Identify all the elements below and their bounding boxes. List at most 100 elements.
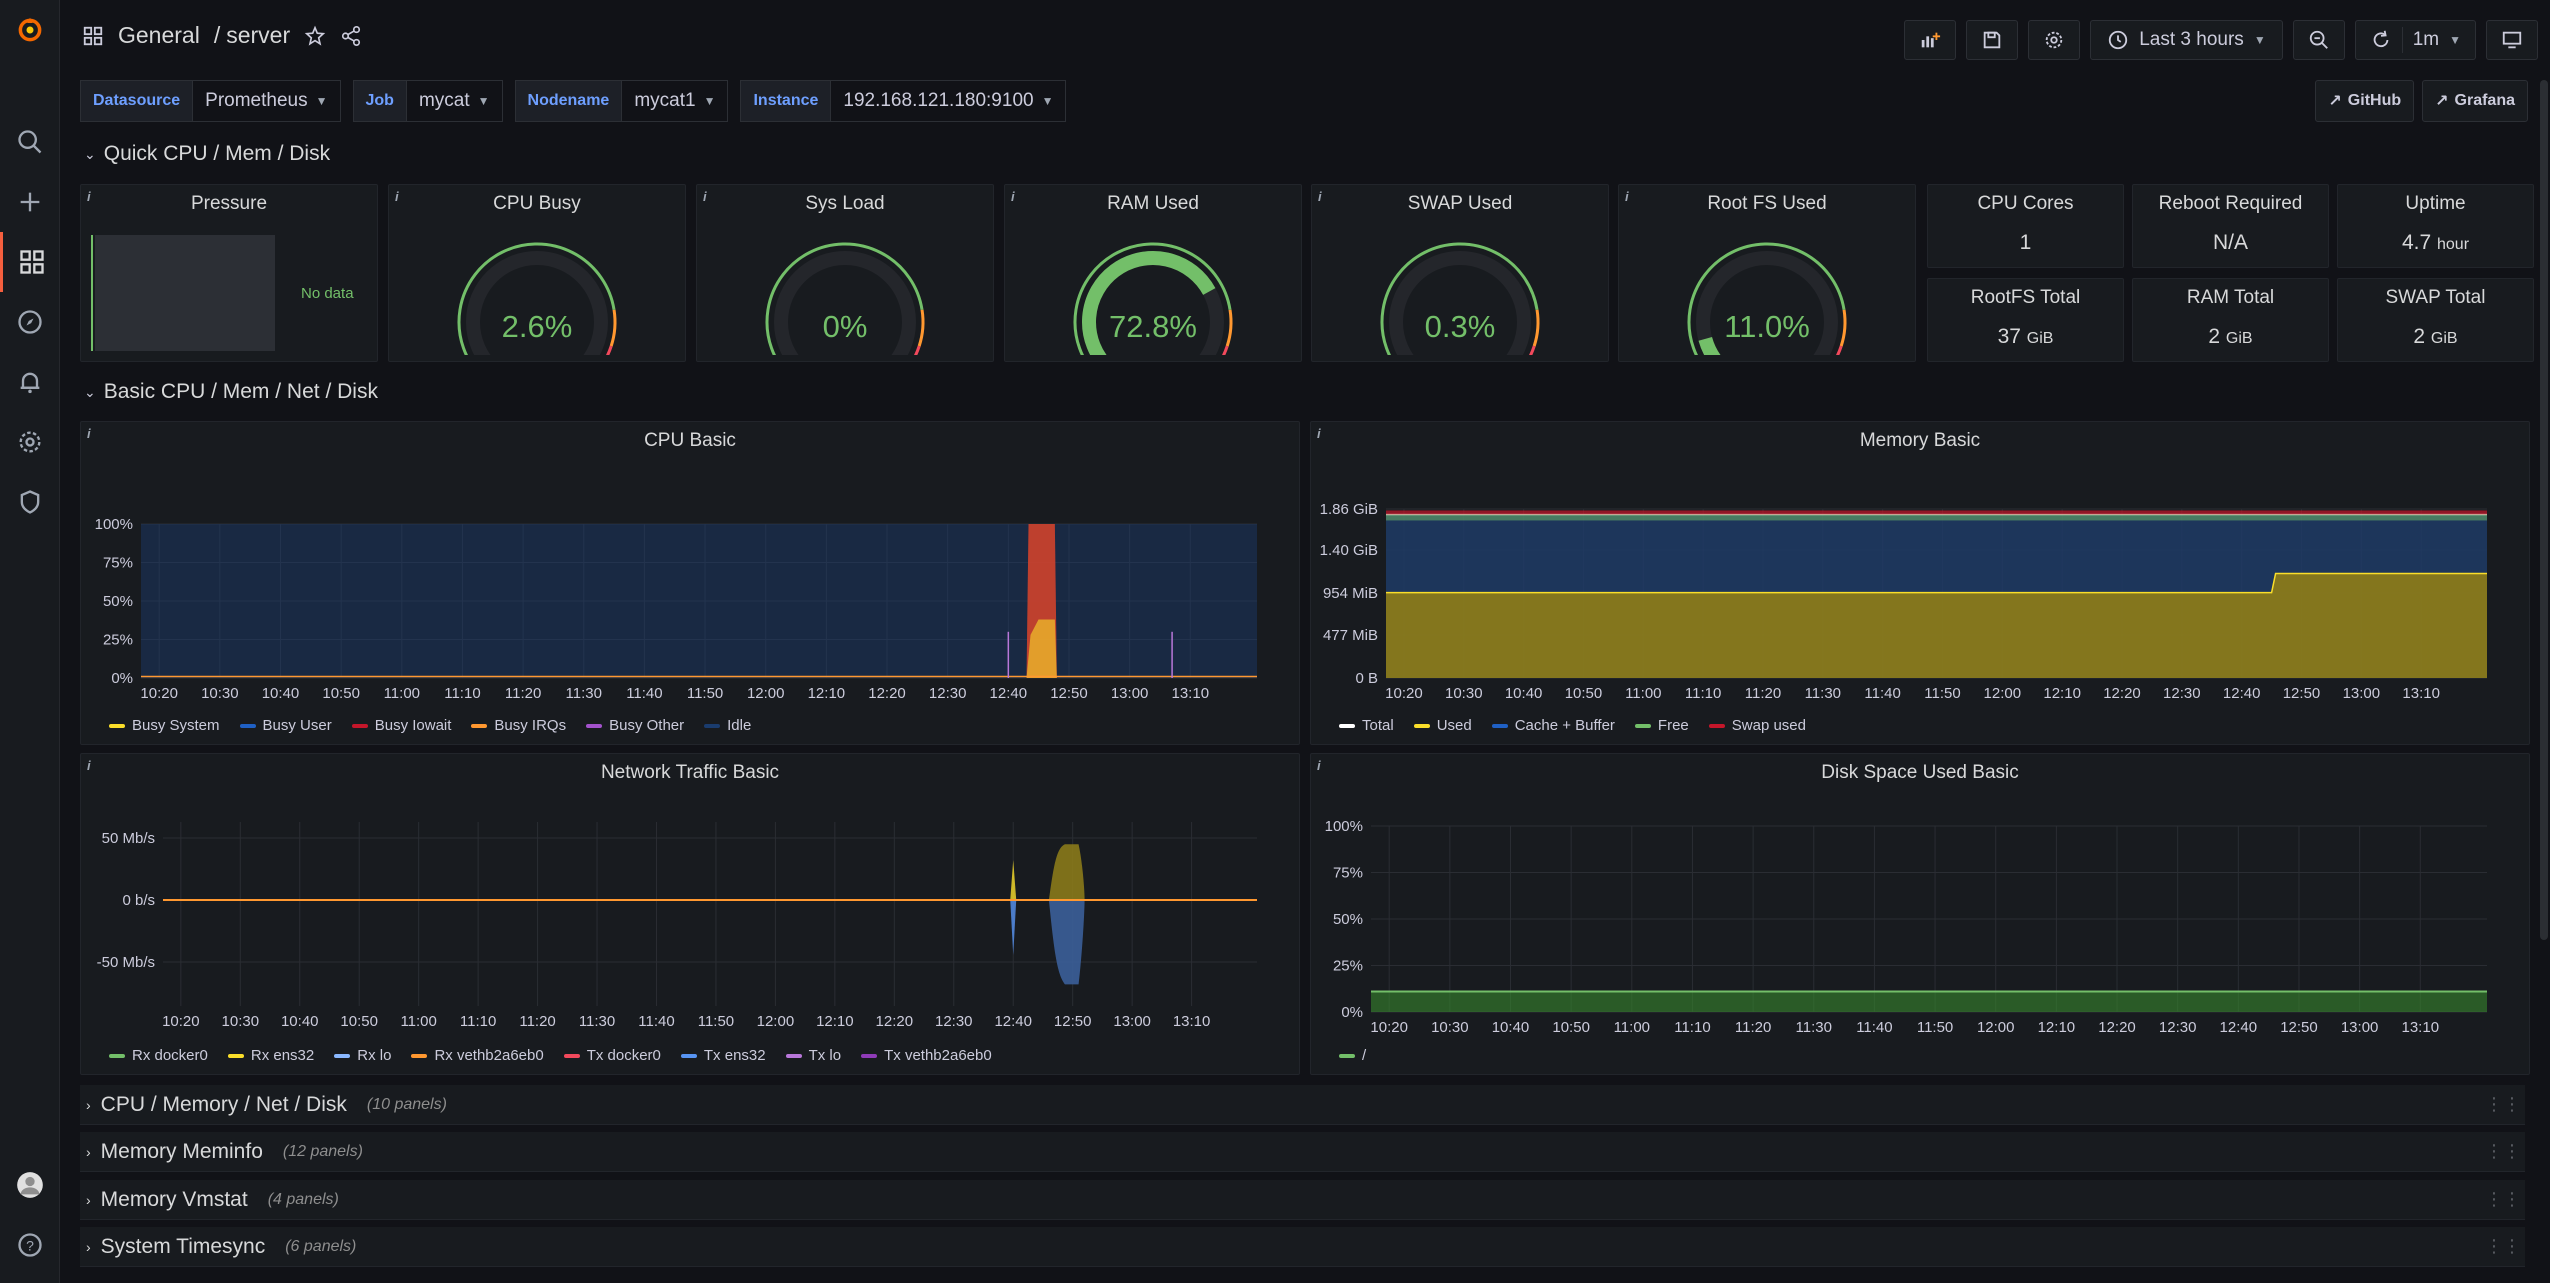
legend-label: Rx ens32: [250, 1047, 315, 1064]
info-icon: i: [703, 189, 707, 204]
legend-item[interactable]: Rx lo: [334, 1047, 391, 1064]
panel-disk-space[interactable]: i Disk Space Used Basic 10:20 10:30 10:40 1…: [1310, 753, 2530, 1075]
x-tick-label: 11:20: [1745, 685, 1781, 702]
scrollbar[interactable]: [2540, 80, 2548, 940]
x-tick-label: 11:30: [566, 685, 602, 702]
panel-gauge[interactable]: i SWAP Used 0.3%: [1311, 184, 1609, 362]
panel-stat[interactable]: RootFS Total 37 GiB: [1927, 278, 2124, 362]
plus-icon[interactable]: [0, 172, 60, 232]
legend-item[interactable]: Free: [1634, 717, 1689, 734]
link-label: GitHub: [2347, 92, 2402, 109]
stat-unit: GiB: [2225, 330, 2253, 347]
toolbar: Last 3 hours ▼ 1m ▼: [1904, 20, 2538, 60]
legend-item[interactable]: Cache + Buffer: [1491, 717, 1615, 734]
legend-item[interactable]: /: [1339, 1047, 1366, 1064]
legend-item[interactable]: Total: [1339, 717, 1394, 734]
legend-item[interactable]: Tx ens32: [680, 1047, 766, 1064]
y-tick-label: 0%: [1341, 1004, 1363, 1021]
row-memory-meminfo[interactable]: › Memory Meminfo (12 panels) ⋮⋮: [80, 1132, 2525, 1172]
gauge-arc: [1687, 242, 1847, 355]
panel-network-traffic[interactable]: i Network Traffic Basic 10:20 10:30 10:40 1…: [80, 753, 1300, 1075]
legend-item[interactable]: Tx vethb2a6eb0: [861, 1047, 992, 1064]
save-button[interactable]: [1966, 20, 2019, 60]
shield-icon[interactable]: [0, 472, 60, 532]
zoom-out-button[interactable]: [2292, 20, 2345, 60]
refresh-picker[interactable]: 1m ▼: [2354, 20, 2476, 60]
legend-label: Free: [1657, 717, 1689, 734]
time-range-picker[interactable]: Last 3 hours ▼: [2090, 20, 2283, 60]
drag-handle-icon[interactable]: ⋮⋮: [2485, 1236, 2521, 1256]
row-system-timesync[interactable]: › System Timesync (6 panels) ⋮⋮: [80, 1227, 2525, 1267]
legend-item[interactable]: Busy IRQs: [471, 717, 566, 734]
row-cpu-memory-net-disk[interactable]: › CPU / Memory / Net / Disk (10 panels) …: [80, 1085, 2525, 1125]
x-tick-label: 13:00: [1113, 1013, 1151, 1030]
x-tick-label: 12:00: [757, 1013, 795, 1030]
x-tick-label: 12:40: [994, 1013, 1032, 1030]
panel-gauge[interactable]: i Root FS Used 11.0%: [1618, 184, 1916, 362]
nodename-select[interactable]: mycat1 ▼: [622, 80, 729, 122]
search-icon[interactable]: [0, 112, 60, 172]
panel-title: Uptime: [2405, 193, 2466, 214]
legend-label: Busy Other: [609, 717, 685, 734]
legend-item[interactable]: Busy Other: [586, 717, 684, 734]
legend-item[interactable]: Busy System: [109, 717, 220, 734]
panel-stat[interactable]: SWAP Total 2 GiB: [2337, 278, 2534, 362]
instance-select[interactable]: 192.168.121.180:9100 ▼: [831, 80, 1067, 122]
legend-item[interactable]: Swap used: [1708, 717, 1806, 734]
github-link[interactable]: ↗ GitHub: [2315, 80, 2415, 122]
job-select[interactable]: mycat ▼: [406, 80, 503, 122]
page-title[interactable]: server: [226, 22, 291, 48]
drag-handle-icon[interactable]: ⋮⋮: [2485, 1189, 2521, 1209]
datasource-select[interactable]: Prometheus ▼: [193, 80, 341, 122]
panel-title: SWAP Used: [1407, 193, 1513, 214]
y-tick-label: 1.86 GiB: [1320, 501, 1378, 518]
add-panel-button[interactable]: [1904, 20, 1957, 60]
grafana-logo-icon[interactable]: [0, 0, 60, 60]
explore-compass-icon[interactable]: [0, 292, 60, 352]
y-tick-label: 75%: [103, 555, 133, 572]
share-icon[interactable]: [340, 25, 362, 47]
drag-handle-icon[interactable]: ⋮⋮: [2485, 1094, 2521, 1114]
grafana-link[interactable]: ↗ Grafana: [2422, 80, 2528, 122]
panel-stat[interactable]: Uptime 4.7 hour: [2337, 184, 2534, 268]
panel-memory-basic[interactable]: i Memory Basic 10:20 10:30 10:40 10:50 11:00…: [1310, 421, 2530, 745]
legend-item[interactable]: Rx ens32: [227, 1047, 315, 1064]
dashboards-icon[interactable]: [0, 232, 60, 292]
legend-item[interactable]: Rx docker0: [109, 1047, 208, 1064]
legend-swatch: [704, 723, 721, 728]
gear-icon[interactable]: [0, 412, 60, 472]
legend-item[interactable]: Idle: [704, 717, 751, 734]
panel-stat[interactable]: RAM Total 2 GiB: [2132, 278, 2329, 362]
legend-item[interactable]: Tx docker0: [563, 1047, 661, 1064]
legend-item[interactable]: Rx vethb2a6eb0: [411, 1047, 544, 1064]
legend-item[interactable]: Tx lo: [785, 1047, 841, 1064]
info-icon: i: [1317, 426, 1321, 441]
x-tick-label: 10:30: [222, 1013, 260, 1030]
legend-item[interactable]: Busy Iowait: [351, 717, 451, 734]
panel-cpu-basic[interactable]: i CPU Basic 10:20 10:30 10:40 10:50 11:00 11:…: [80, 421, 1300, 745]
y-tick-label: 100%: [95, 516, 133, 533]
legend-item[interactable]: Used: [1413, 717, 1472, 734]
settings-button[interactable]: [2028, 20, 2081, 60]
panel-stat[interactable]: Reboot Required N/A: [2132, 184, 2329, 268]
help-icon[interactable]: ?: [0, 1215, 60, 1275]
panel-pressure[interactable]: i Pressure No data: [80, 184, 378, 362]
row-quick-header[interactable]: ⌄ Quick CPU / Mem / Disk: [84, 142, 330, 166]
chevron-down-icon: ▼: [2449, 33, 2461, 47]
row-basic-header[interactable]: ⌄ Basic CPU / Mem / Net / Disk: [84, 380, 378, 404]
row-memory-vmstat[interactable]: › Memory Vmstat (4 panels) ⋮⋮: [80, 1180, 2525, 1220]
panel-gauge[interactable]: i CPU Busy 2.6%: [388, 184, 686, 362]
variable-datasource: Datasource Prometheus ▼: [80, 80, 341, 122]
legend-item[interactable]: Busy User: [239, 717, 332, 734]
stat-number: 2: [2208, 325, 2221, 348]
tv-mode-button[interactable]: [2486, 20, 2538, 60]
panel-stat[interactable]: CPU Cores 1: [1927, 184, 2124, 268]
star-icon[interactable]: [304, 25, 326, 47]
panel-gauge[interactable]: i RAM Used 72.8%: [1004, 184, 1302, 362]
panel-gauge[interactable]: i Sys Load 0%: [696, 184, 994, 362]
drag-handle-icon[interactable]: ⋮⋮: [2485, 1141, 2521, 1161]
legend-swatch: [351, 723, 368, 728]
folder-link[interactable]: General: [118, 22, 200, 48]
avatar[interactable]: [0, 1155, 60, 1215]
alerting-bell-icon[interactable]: [0, 352, 60, 412]
